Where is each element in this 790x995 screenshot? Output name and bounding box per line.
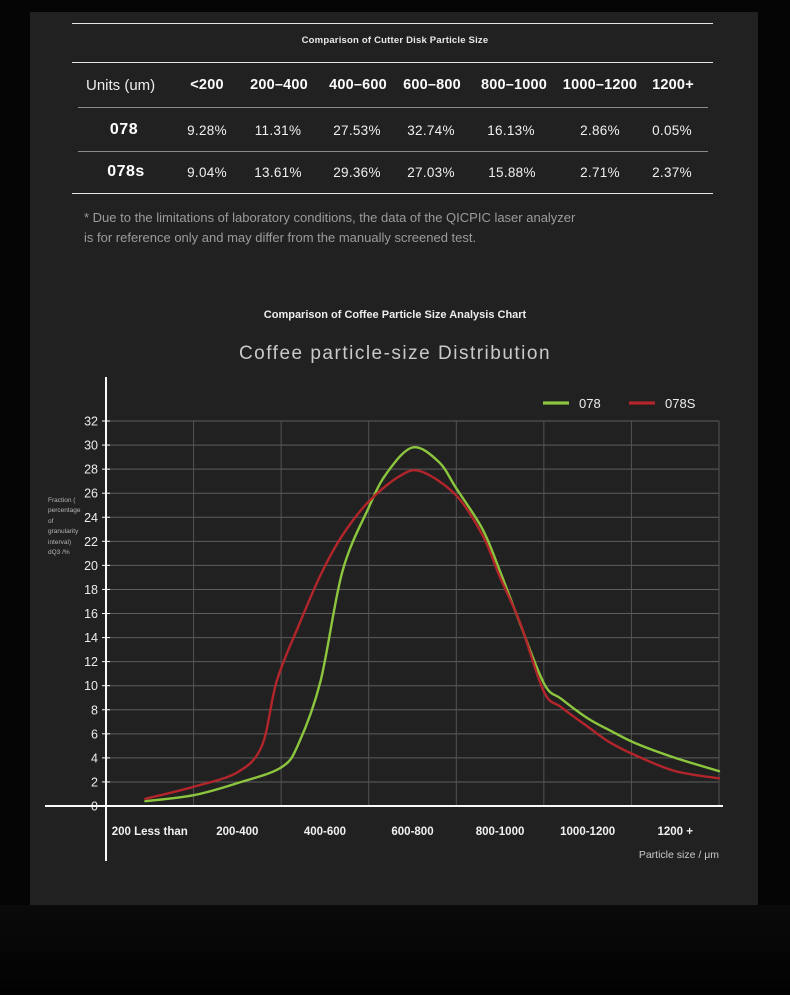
y-tick-label: 30 xyxy=(84,439,98,453)
row-078s-v1: 9.04% xyxy=(187,165,227,180)
row-078-label: 078 xyxy=(109,121,139,138)
row-078-v7: 0.05% xyxy=(652,123,692,138)
table-header-col3: 400–600 xyxy=(329,77,387,93)
row-078s-v4: 27.03% xyxy=(407,165,455,180)
row-078s-v3: 29.36% xyxy=(333,165,381,180)
x-axis-unit-label: Particle size / μm xyxy=(639,849,719,861)
table-header-col1: <200 xyxy=(190,77,224,93)
x-category-label: 200-400 xyxy=(216,826,258,838)
row-divider xyxy=(78,151,708,152)
x-category-label: 1000-1200 xyxy=(560,826,615,838)
y-tick-label: 32 xyxy=(84,415,98,429)
x-category-label: 600-800 xyxy=(391,826,433,838)
y-tick-label: 24 xyxy=(84,511,98,525)
row-078s-v5: 15.88% xyxy=(488,165,536,180)
table-footnote: * Due to the limitations of laboratory c… xyxy=(84,210,576,245)
row-078-v6: 2.86% xyxy=(580,123,620,138)
table-header-col5: 800–1000 xyxy=(480,77,548,93)
bottom-photo-strip xyxy=(0,905,790,995)
row-078-v1: 9.28% xyxy=(187,123,227,138)
row-078-v2: 11.31% xyxy=(254,123,302,138)
y-tick-label: 22 xyxy=(84,535,98,549)
table-header-col6: 1000–1200 xyxy=(562,77,638,93)
y-tick-label: 6 xyxy=(91,727,98,741)
y-tick-label: 26 xyxy=(84,487,98,501)
row-078-v4: 32.74% xyxy=(407,123,455,138)
row-078s-v6: 2.71% xyxy=(580,165,620,180)
x-category-label: 400-600 xyxy=(304,826,346,838)
y-axis-label: Fraction ( percentage of granularity int… xyxy=(48,497,81,556)
series-078S-line xyxy=(144,468,721,800)
legend-label-078S: 078S xyxy=(665,396,696,411)
row-078-v3: 27.53% xyxy=(333,123,381,138)
chart-caption: Comparison of Coffee Particle Size Analy… xyxy=(263,309,527,321)
x-category-label: 1200 + xyxy=(657,826,693,838)
y-tick-label: 4 xyxy=(91,751,98,765)
row-078s-label: 078s xyxy=(107,163,145,180)
distribution-chart: 02468101214161820222426283032200 Less th… xyxy=(45,377,723,861)
y-tick-label: 8 xyxy=(91,703,98,717)
row-divider xyxy=(78,107,708,108)
row-078s-v2: 13.61% xyxy=(254,165,302,180)
row-078s-v7: 2.37% xyxy=(652,165,692,180)
y-tick-label: 14 xyxy=(84,631,98,645)
table-header-col4: 600–800 xyxy=(403,77,461,93)
y-tick-label: 28 xyxy=(84,463,98,477)
x-category-label: 800-1000 xyxy=(476,826,525,838)
chart-title: Coffee particle-size Distribution xyxy=(238,343,552,364)
y-tick-label: 16 xyxy=(84,607,98,621)
table-bottom-rule xyxy=(72,193,713,194)
table-top-rule xyxy=(72,23,713,24)
table-header-rule xyxy=(72,62,713,63)
legend-label-078: 078 xyxy=(579,396,601,411)
y-tick-label: 10 xyxy=(84,679,98,693)
y-tick-label: 20 xyxy=(84,559,98,573)
x-category-label: 200 Less than xyxy=(112,826,188,838)
table-header-col2: 200–400 xyxy=(250,77,308,93)
table-caption: Comparison of Cutter Disk Particle Size xyxy=(301,35,489,46)
table-header-col7: 1200+ xyxy=(652,77,694,93)
table-header-units: Units (um) xyxy=(86,77,156,94)
y-tick-label: 18 xyxy=(84,583,98,597)
y-tick-label: 12 xyxy=(84,655,98,669)
y-tick-label: 2 xyxy=(91,775,98,789)
row-078-v5: 16.13% xyxy=(487,123,535,138)
series-078-line xyxy=(144,446,721,803)
